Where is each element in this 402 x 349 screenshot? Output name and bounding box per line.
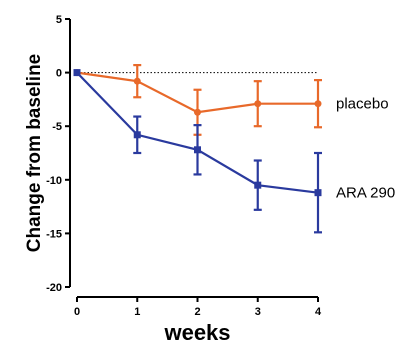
x-axis-title: weeks (163, 320, 230, 345)
x-tick-label: 3 (255, 306, 261, 318)
x-tick-label: 1 (134, 306, 140, 318)
x-tick-label: 2 (194, 306, 200, 318)
series-group (73, 63, 322, 234)
y-tick-label: -5 (52, 121, 62, 133)
data-point (314, 189, 322, 197)
series-label: ARA 290 (336, 185, 395, 202)
data-point (194, 108, 201, 116)
y-tick-label: 5 (56, 14, 62, 26)
labels-group: Change from baseline weeks placebo ARA 290 (24, 54, 395, 345)
data-point (133, 77, 141, 85)
y-tick-label: 0 (56, 68, 62, 80)
y-tick-label: -10 (46, 175, 62, 187)
y-tick-label: -20 (46, 282, 62, 294)
x-tick-label: 0 (74, 306, 80, 318)
data-point (314, 100, 322, 108)
axes: 5 0 -5 -10 -15 -20 0 1 2 3 4 (46, 14, 322, 318)
data-point (73, 69, 81, 77)
data-point (133, 131, 141, 139)
x-tick-label: 4 (315, 306, 322, 318)
series-label: placebo (336, 96, 389, 113)
data-point (254, 100, 262, 108)
y-tick-label: -15 (46, 228, 62, 240)
data-point (254, 181, 262, 189)
data-point (194, 146, 201, 154)
series-ara-290 (73, 69, 322, 234)
y-axis-title: Change from baseline (24, 54, 45, 253)
